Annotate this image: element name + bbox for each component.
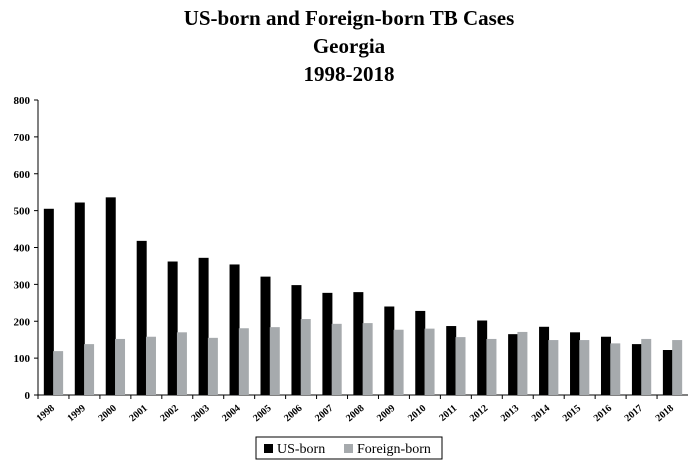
bar-foreign-born-2008 <box>362 323 373 395</box>
legend-swatch-foreign-born <box>344 444 353 453</box>
bar-us-born-2003 <box>198 257 209 395</box>
x-tick-label: 2007 <box>313 403 335 424</box>
x-tick-label: 1999 <box>66 403 88 424</box>
bar-us-born-2017 <box>631 344 642 395</box>
chart-title-line-1: US-born and Foreign-born TB Cases <box>183 6 515 30</box>
bar-foreign-born-2014 <box>548 340 559 395</box>
bar-us-born-2018 <box>662 350 673 395</box>
bar-us-born-2015 <box>570 332 581 395</box>
x-tick-label: 2005 <box>251 403 273 424</box>
legend-label: US-born <box>277 442 325 457</box>
bar-foreign-born-2005 <box>269 327 280 395</box>
bar-us-born-2004 <box>229 264 240 395</box>
x-tick-label: 2014 <box>530 403 552 424</box>
bar-us-born-2007 <box>322 292 333 395</box>
bar-us-born-1998 <box>43 208 54 395</box>
bar-us-born-2009 <box>384 306 395 395</box>
bar-us-born-2005 <box>260 276 271 395</box>
x-tick-label: 2012 <box>468 403 490 424</box>
bar-us-born-2011 <box>446 326 457 395</box>
bar-foreign-born-2003 <box>207 337 218 395</box>
bar-foreign-born-2018 <box>672 340 683 395</box>
y-tick-label: 300 <box>14 279 31 291</box>
x-tick-label: 2003 <box>189 403 211 424</box>
x-tick-label: 2017 <box>623 403 645 424</box>
y-tick-label: 500 <box>14 206 31 218</box>
bar-foreign-born-2007 <box>331 323 342 395</box>
bar-foreign-born-2009 <box>393 329 404 395</box>
bar-foreign-born-1999 <box>84 344 95 395</box>
legend: US-born Foreign-born <box>255 436 443 460</box>
x-tick-label: 1998 <box>35 403 57 424</box>
x-tick-label: 2018 <box>654 403 676 424</box>
bar-us-born-2013 <box>508 334 519 395</box>
x-tick-label: 2015 <box>561 403 583 424</box>
x-tick-label: 2000 <box>96 403 118 424</box>
bar-foreign-born-2000 <box>115 338 126 395</box>
x-tick-label: 2002 <box>158 403 180 424</box>
bar-us-born-2000 <box>105 197 116 395</box>
bar-foreign-born-2013 <box>517 331 528 395</box>
chart-title-line-2: Georgia <box>312 34 386 58</box>
chart-title-line-3: 1998-2018 <box>303 62 395 86</box>
x-tick-label: 2001 <box>127 403 149 424</box>
bar-foreign-born-2004 <box>238 328 249 395</box>
bar-foreign-born-1998 <box>53 351 64 395</box>
y-tick-label: 100 <box>14 353 31 365</box>
bars <box>43 197 683 395</box>
x-tick-label: 2016 <box>592 403 614 424</box>
x-tick-label: 2006 <box>282 403 304 424</box>
bar-us-born-2002 <box>167 261 178 395</box>
x-tick-label: 2013 <box>499 403 521 424</box>
x-tick-label: 2011 <box>437 403 459 424</box>
x-tick-label: 2004 <box>220 403 242 424</box>
bar-foreign-born-2011 <box>455 337 466 395</box>
bar-us-born-1999 <box>74 202 85 395</box>
y-tick-label: 600 <box>14 169 31 181</box>
bar-us-born-2014 <box>539 326 550 395</box>
bar-foreign-born-2001 <box>145 336 156 395</box>
y-tick-label: 800 <box>14 95 31 107</box>
bar-foreign-born-2015 <box>579 340 590 395</box>
legend-label: Foreign-born <box>357 442 431 457</box>
x-tick-label: 2008 <box>344 403 366 424</box>
bar-us-born-2006 <box>291 285 302 395</box>
y-tick-label: 700 <box>14 132 31 144</box>
y-tick-label: 400 <box>14 243 31 255</box>
bar-us-born-2008 <box>353 292 364 395</box>
y-tick-label: 200 <box>14 316 31 328</box>
bar-us-born-2001 <box>136 240 147 395</box>
bar-foreign-born-2017 <box>641 338 652 395</box>
y-tick-label: 0 <box>25 390 31 402</box>
x-tick-label: 2010 <box>406 403 428 424</box>
bar-foreign-born-2016 <box>610 343 621 395</box>
bar-foreign-born-2010 <box>424 328 435 395</box>
bar-us-born-2012 <box>477 320 488 395</box>
legend-swatch-us-born <box>264 444 273 453</box>
bar-us-born-2010 <box>415 310 426 395</box>
bar-foreign-born-2002 <box>176 332 187 395</box>
bar-foreign-born-2006 <box>300 319 311 395</box>
bar-foreign-born-2012 <box>486 338 497 395</box>
x-tick-label: 2009 <box>375 403 397 424</box>
bar-us-born-2016 <box>600 336 611 395</box>
